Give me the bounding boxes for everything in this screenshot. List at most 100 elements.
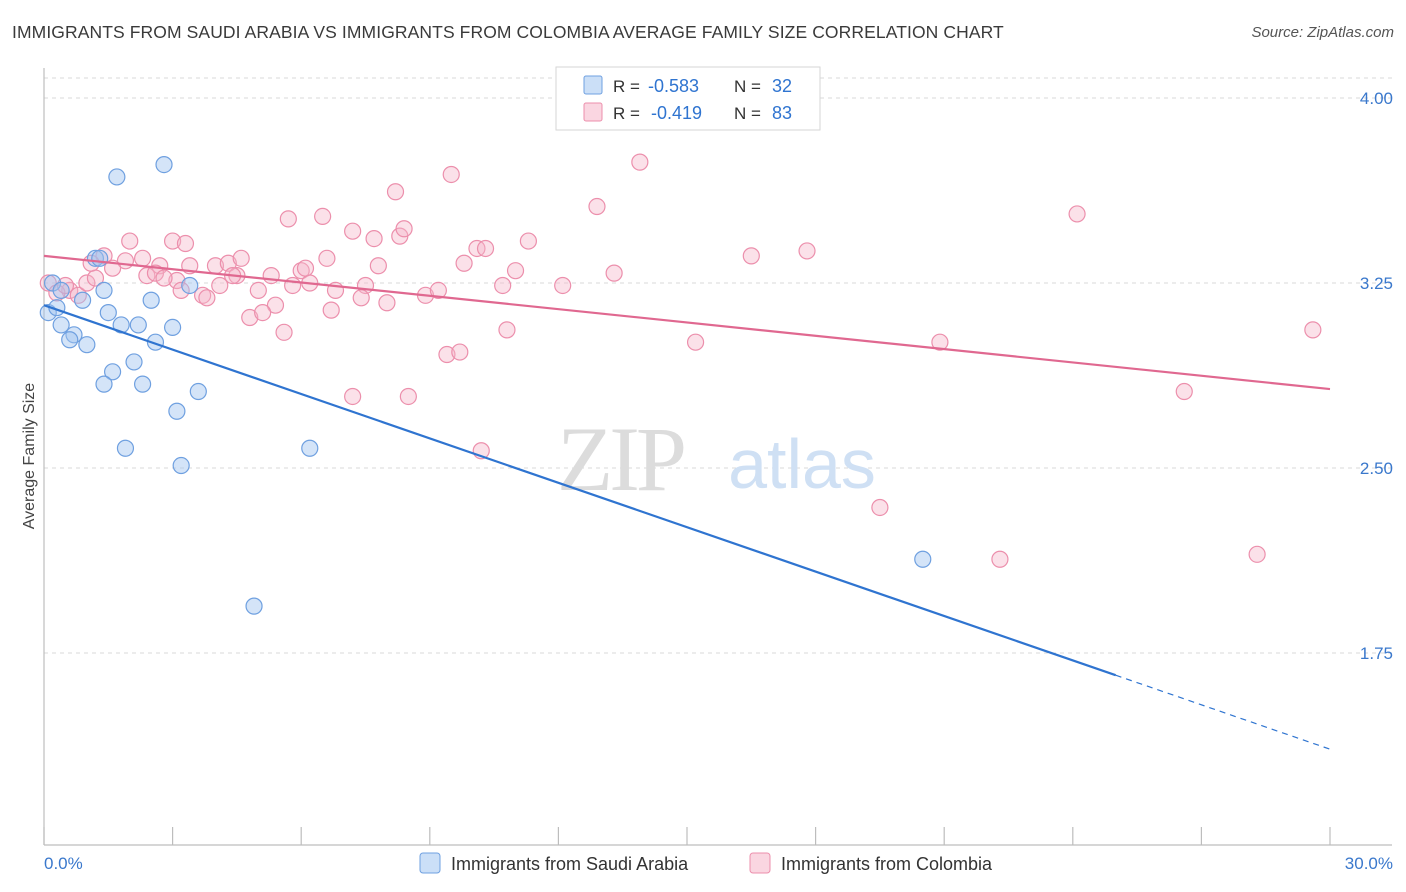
colombia-point — [1248, 545, 1266, 563]
watermark: ZIP atlas — [557, 408, 876, 510]
stats-legend: R = -0.583 N = 32 R = -0.419 N = 83 — [555, 66, 821, 131]
colombia-point — [254, 304, 272, 322]
y-tick-label-2: 3.25 — [1360, 274, 1393, 293]
saudi-point — [172, 456, 190, 475]
colombia-point — [451, 343, 469, 361]
colombia-point — [344, 387, 362, 406]
colombia-point — [284, 276, 302, 295]
saudi-point — [914, 550, 932, 568]
saudi-point — [133, 375, 152, 393]
saudi-point — [181, 276, 199, 295]
colombia-point — [314, 207, 332, 225]
colombia-point — [476, 239, 495, 258]
colombia-point — [798, 242, 816, 260]
colombia-point — [519, 232, 537, 250]
colombia-point — [506, 262, 525, 280]
colombia-point — [344, 222, 362, 240]
colombia-point — [262, 267, 280, 285]
colombia-point — [378, 294, 396, 312]
colombia-point — [742, 247, 760, 265]
y-tick-label-0: 1.75 — [1360, 644, 1393, 663]
saudi-points — [39, 156, 932, 615]
legend-swatch-saudi — [419, 852, 441, 874]
axes — [43, 68, 1392, 846]
colombia-point — [78, 274, 96, 292]
colombia-point — [318, 249, 336, 267]
saudi-point — [116, 439, 135, 457]
saudi-point — [125, 353, 143, 371]
colombia-point — [249, 281, 267, 299]
saudi-point — [108, 168, 126, 186]
legend-label-colombia: Immigrants from Colombia — [781, 854, 993, 874]
colombia-point — [365, 230, 383, 248]
source-label: Source: ZipAtlas.com — [1251, 24, 1394, 41]
saudi-point — [95, 375, 113, 393]
colombia-point — [352, 289, 370, 307]
colombia-point — [631, 153, 649, 171]
colombia-point — [155, 269, 173, 287]
stats-legend-n-label-saudi: N = — [734, 77, 761, 96]
colombia-point — [429, 281, 447, 299]
saudi-point — [164, 318, 182, 336]
colombia-point — [172, 281, 190, 299]
colombia-point — [232, 249, 250, 267]
saudi-trend-line — [43, 304, 1117, 677]
colombia-point — [369, 257, 387, 275]
colombia-point — [494, 276, 512, 295]
saudi-point — [78, 336, 96, 354]
colombia-point — [554, 276, 572, 295]
saudi-point — [91, 249, 109, 267]
colombia-point — [241, 308, 259, 327]
legend-swatch-colombia — [749, 852, 771, 874]
saudi-point — [73, 291, 92, 309]
colombia-point — [386, 183, 405, 201]
saudi-point — [95, 281, 113, 299]
colombia-point — [991, 550, 1009, 568]
colombia-point — [399, 387, 417, 406]
grid-lines — [44, 77, 1392, 654]
colombia-point — [133, 249, 152, 267]
colombia-point — [871, 498, 889, 517]
colombia-point — [455, 254, 473, 272]
colombia-point — [168, 271, 186, 290]
stats-legend-r-value-colombia: -0.419 — [651, 103, 702, 123]
stats-legend-n-label-colombia: N = — [734, 104, 761, 123]
colombia-point — [296, 259, 315, 277]
series-legend: Immigrants from Saudi Arabia Immigrants … — [419, 852, 993, 874]
colombia-point — [498, 321, 516, 339]
colombia-point — [442, 165, 460, 184]
colombia-point — [275, 323, 293, 341]
colombia-point — [164, 232, 182, 250]
saudi-point — [245, 597, 263, 615]
saudi-point — [189, 382, 207, 401]
y-tick-labels: 1.75 2.50 3.25 4.00 — [1360, 89, 1393, 663]
stats-legend-swatch-colombia — [583, 102, 603, 122]
saudi-point — [61, 331, 79, 349]
x-tick-label-max: 30.0% — [1345, 854, 1393, 873]
saudi-point — [52, 281, 70, 299]
colombia-point — [198, 289, 216, 307]
y-tick-label-3: 4.00 — [1360, 89, 1393, 108]
colombia-point — [931, 333, 949, 351]
saudi-point — [155, 156, 173, 174]
saudi-point — [142, 291, 160, 309]
saudi-point — [129, 316, 147, 334]
colombia-point — [686, 333, 705, 351]
colombia-trend-line — [43, 254, 1331, 391]
saudi-point — [168, 402, 186, 420]
stats-legend-swatch-saudi — [583, 75, 603, 95]
colombia-point — [279, 210, 297, 228]
stats-legend-r-label-colombia: R = — [613, 104, 640, 123]
colombia-point — [121, 232, 139, 250]
colombia-point — [1068, 205, 1086, 223]
watermark-atlas: atlas — [728, 425, 876, 503]
colombia-point — [211, 276, 229, 295]
stats-legend-r-value-saudi: -0.583 — [648, 76, 699, 96]
colombia-point — [438, 345, 456, 364]
colombia-point — [322, 301, 340, 319]
saudi-point — [103, 363, 122, 381]
trend-lines — [43, 254, 1331, 750]
stats-legend-n-value-saudi: 32 — [772, 76, 792, 96]
chart-title: IMMIGRANTS FROM SAUDI ARABIA VS IMMIGRAN… — [12, 22, 1004, 42]
